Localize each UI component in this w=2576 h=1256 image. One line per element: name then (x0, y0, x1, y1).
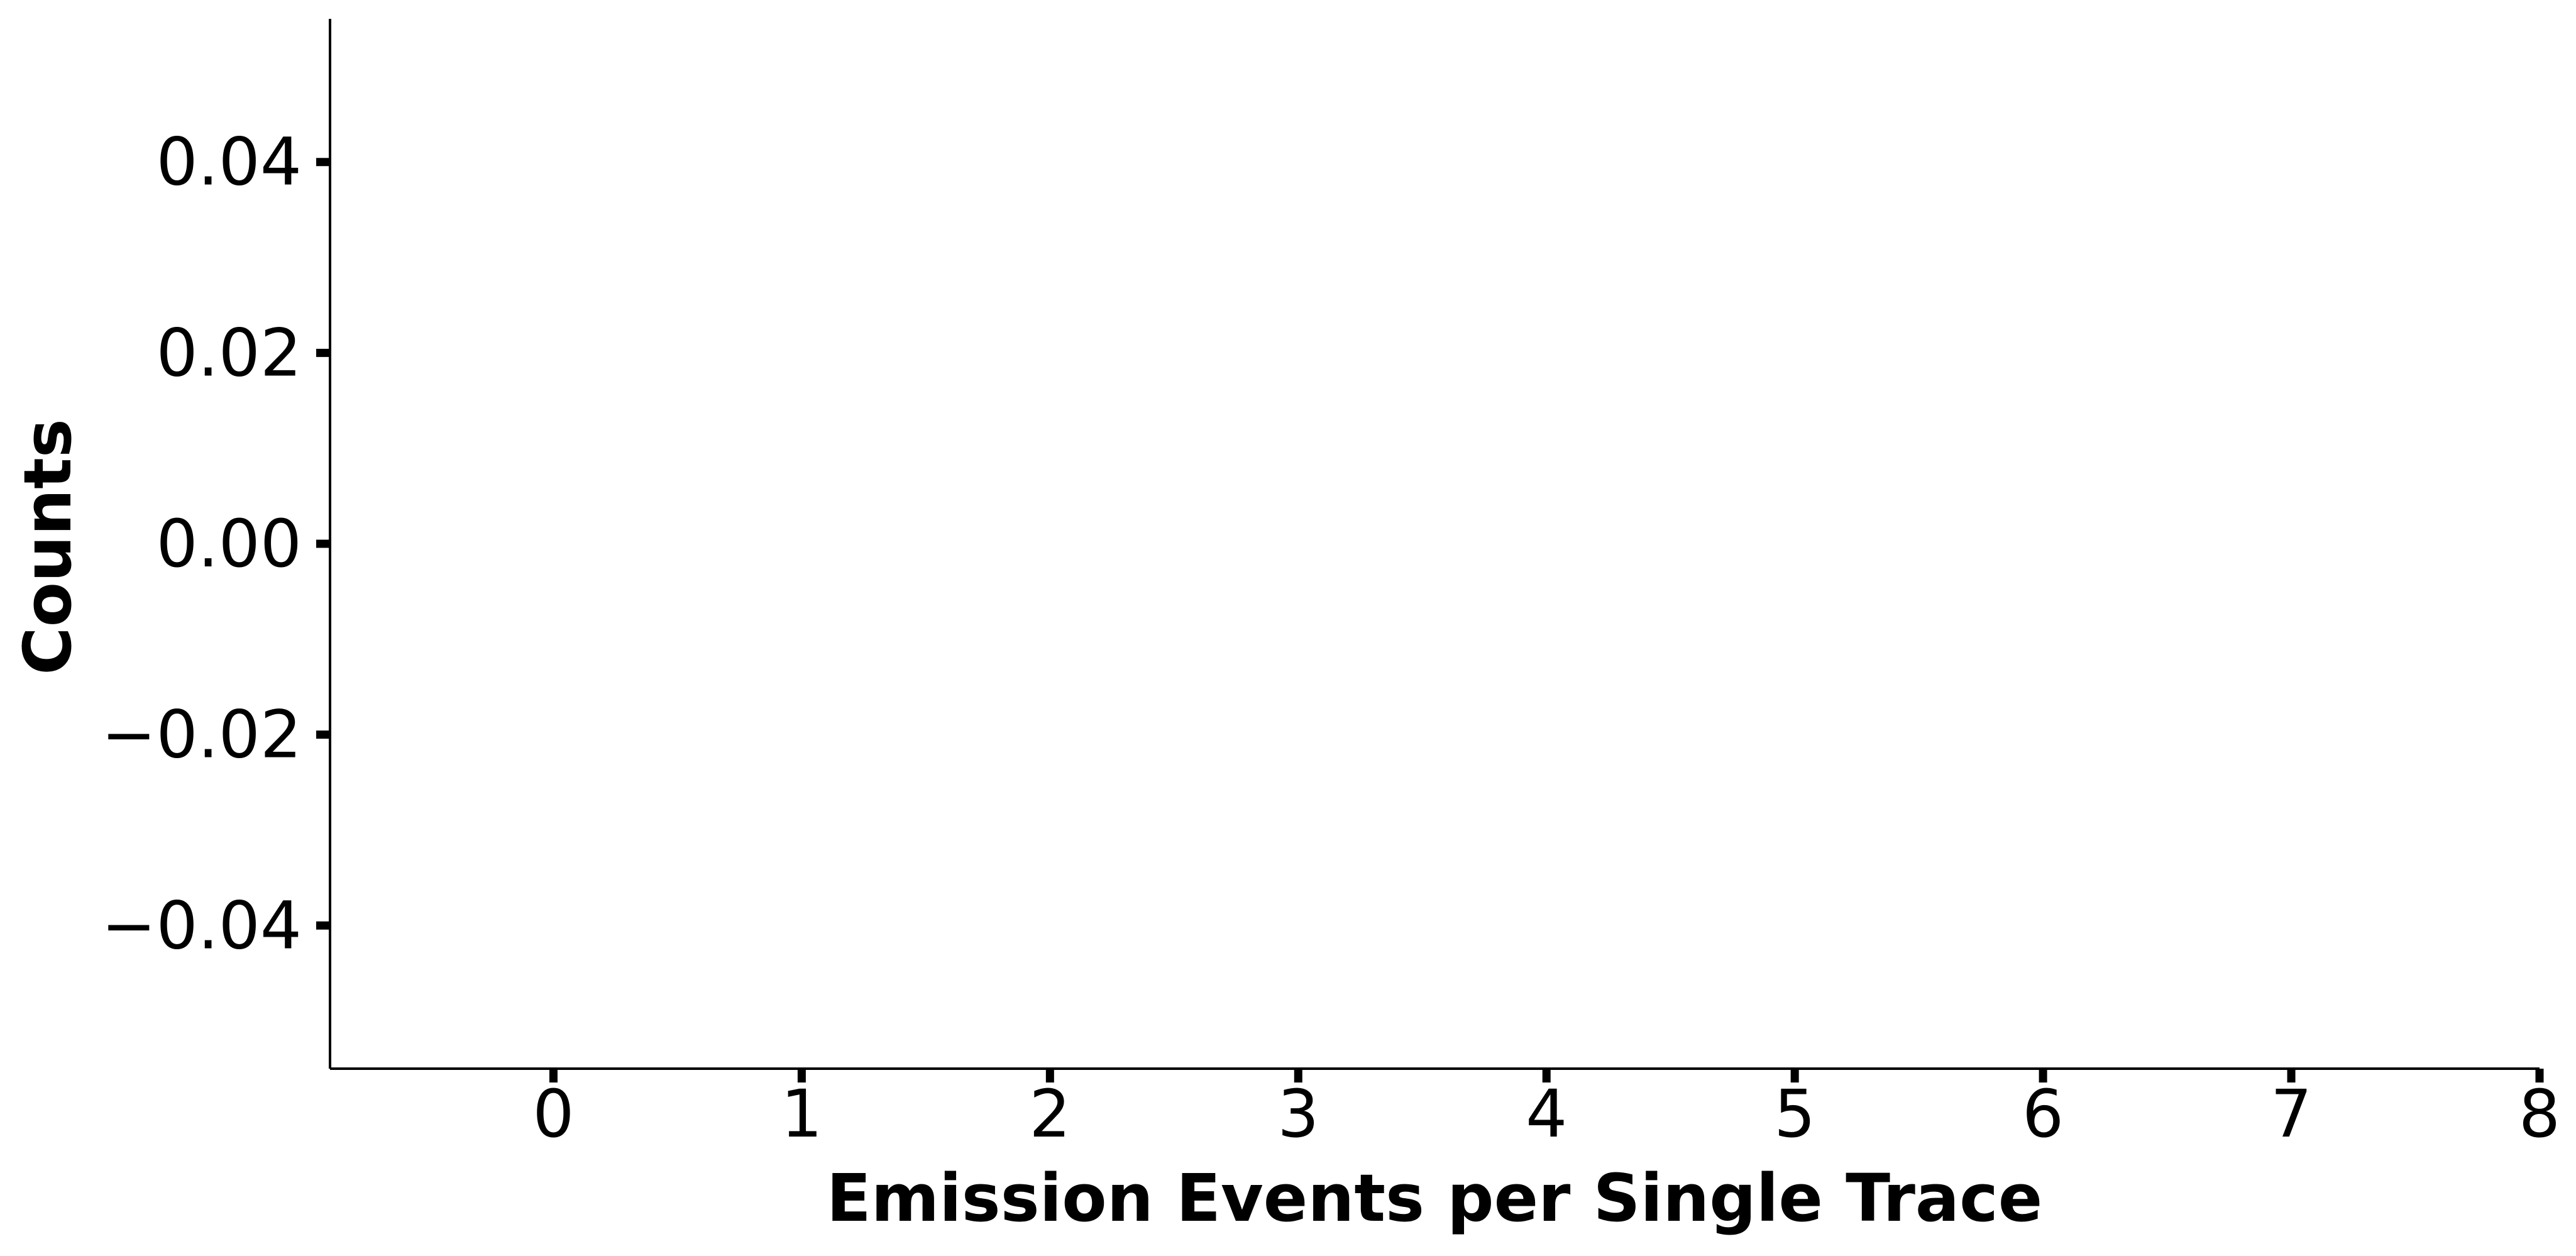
y-tick-label: 0.02 (156, 314, 302, 391)
plot-area (329, 19, 2540, 1070)
x-axis-title: Emission Events per Single Trace (827, 1160, 2043, 1237)
y-ticks: −0.04 −0.02 0.00 0.02 0.04 (101, 124, 330, 964)
x-tick-label: 7 (2271, 1076, 2312, 1152)
x-ticks: 0 1 2 3 4 5 6 7 8 (532, 1069, 2560, 1152)
x-tick-label: 1 (781, 1076, 822, 1152)
y-tick-label: 0.00 (156, 505, 302, 582)
x-tick-label: 4 (1526, 1076, 1567, 1152)
y-axis-title: Counts (9, 419, 86, 675)
y-tick-label: 0.04 (156, 124, 302, 201)
x-tick-label: 2 (1029, 1076, 1071, 1152)
x-tick-label: 0 (532, 1076, 574, 1152)
x-tick-label: 5 (1774, 1076, 1815, 1152)
x-tick-label: 6 (2022, 1076, 2064, 1152)
y-tick-label: −0.02 (101, 697, 302, 773)
y-tick-label: −0.04 (101, 887, 302, 964)
x-tick-label: 3 (1277, 1076, 1319, 1152)
x-tick-label: 8 (2519, 1076, 2560, 1152)
